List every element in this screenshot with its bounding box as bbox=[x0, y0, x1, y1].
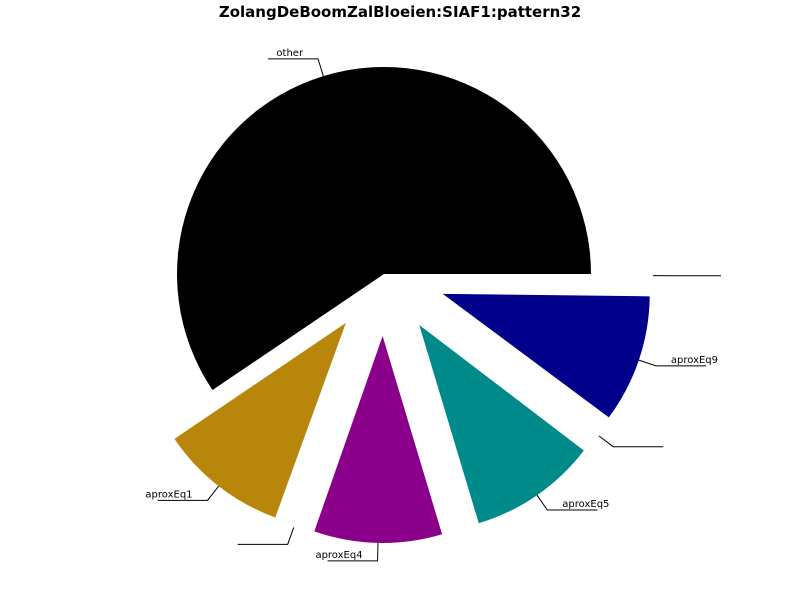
pie-slice-unlabeled-0 bbox=[445, 274, 653, 277]
pie-leader-line-2 bbox=[598, 435, 664, 448]
pie-slice-unlabeled-2 bbox=[433, 311, 600, 437]
pie-slice-label-aproxEq5: aproxEq5 bbox=[562, 499, 609, 510]
chart-title: ZolangDeBoomZalBloeien:SIAF1:pattern32 bbox=[218, 3, 582, 21]
pie-leader-line-4 bbox=[327, 542, 379, 562]
pie-slice-aproxEq5 bbox=[419, 324, 584, 524]
pie-slice-label-aproxEq1: aproxEq1 bbox=[145, 489, 192, 500]
pie-leader-line-5 bbox=[237, 527, 295, 545]
pie-slice-aproxEq9 bbox=[442, 293, 650, 418]
pie-slice-unlabeled-5 bbox=[292, 332, 364, 528]
pie-slice-aproxEq4 bbox=[314, 335, 443, 543]
pie-slice-other bbox=[177, 67, 592, 390]
pie-slice-aproxEq1 bbox=[174, 322, 346, 518]
pie-slice-label-other: other bbox=[276, 48, 304, 59]
pie-leader-line-1 bbox=[638, 359, 706, 367]
pie-leader-line-7 bbox=[268, 58, 324, 77]
pie-leader-line-3 bbox=[536, 494, 598, 511]
pie-leader-line-6 bbox=[157, 485, 220, 501]
pie-slice-label-aproxEq4: aproxEq4 bbox=[315, 550, 362, 561]
pie-slice-label-aproxEq9: aproxEq9 bbox=[671, 355, 718, 366]
